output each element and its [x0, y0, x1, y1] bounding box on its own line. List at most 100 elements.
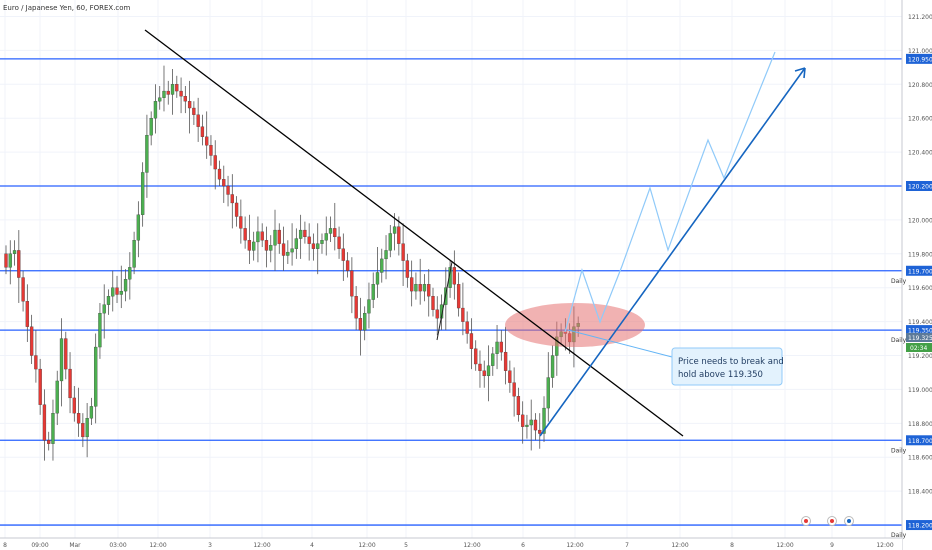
candle-body [17, 250, 21, 278]
time-tick-label: 12:00 [671, 542, 688, 549]
candle-body [158, 97, 162, 102]
candle-body [175, 84, 179, 92]
candle-body [298, 229, 303, 239]
callout-text-line2: hold above 119.350 [678, 370, 763, 380]
candle-body [474, 348, 478, 365]
candle-body [345, 260, 350, 271]
candle-body [8, 253, 12, 268]
candle-body [269, 245, 273, 251]
candle-body [538, 429, 542, 434]
candle-body [222, 179, 226, 187]
candle-body [533, 419, 538, 431]
price-tick-label: 121.000 [908, 48, 932, 55]
candle-body [491, 353, 495, 366]
candle-body [81, 423, 85, 438]
candle-body [119, 290, 123, 295]
candle-body [230, 194, 234, 204]
candle-body [115, 287, 119, 295]
candle-body [213, 155, 217, 170]
candle-body [170, 84, 175, 95]
candle-body [72, 397, 76, 414]
level-price-text: 118.200 [908, 523, 932, 530]
candle-body [68, 368, 72, 399]
candle-body [42, 404, 47, 441]
level-price-tag [906, 435, 932, 446]
candle-body [200, 126, 205, 137]
level-price-text: 119.700 [908, 268, 932, 275]
time-tick-label: 12:00 [776, 542, 793, 549]
price-tick-label: 119.800 [908, 251, 932, 258]
resistance-zone [505, 303, 645, 347]
candle-body [525, 424, 529, 427]
price-tick-label: 119.200 [908, 353, 932, 360]
level-daily-tag: Daily [891, 532, 907, 539]
candle-body [392, 226, 397, 234]
candle-body [196, 114, 200, 127]
candle-body [260, 231, 264, 241]
price-tick-label: 120.400 [908, 150, 932, 157]
price-tick-label: 120.000 [908, 217, 932, 224]
candle-body [94, 346, 98, 407]
time-tick-label: 3 [208, 542, 212, 549]
time-tick-label: 8 [3, 542, 7, 549]
candle-body [405, 260, 410, 278]
time-tick-label: 12:00 [253, 542, 270, 549]
time-tick-label: 9 [830, 542, 834, 549]
candle-body [153, 101, 158, 119]
candle-body [427, 284, 431, 297]
candle-body [512, 382, 516, 397]
time-tick-label: 8 [730, 542, 734, 549]
time-tick-label: 12:00 [566, 542, 583, 549]
candle-body [324, 233, 328, 241]
candle-body [388, 233, 392, 251]
candle-body [290, 248, 294, 253]
trend-segment [436, 261, 453, 341]
candle-body [303, 229, 307, 238]
candle-body [187, 101, 192, 109]
candle-body [273, 229, 277, 246]
candle-body [89, 406, 94, 419]
price-tick-label: 119.000 [908, 387, 932, 394]
candle-body [422, 284, 427, 292]
price-tick-label: 118.800 [908, 421, 932, 428]
candle-body [25, 301, 30, 327]
candle-body [486, 365, 491, 377]
candle-body [414, 284, 418, 292]
time-tick-label: 6 [521, 542, 525, 549]
time-tick-label: 03:00 [109, 542, 126, 549]
candle-body [397, 226, 401, 244]
callout-box [671, 347, 783, 386]
candle-body [166, 90, 170, 95]
candle-body [226, 185, 230, 195]
current-price-tag [906, 333, 932, 342]
candle-body [179, 90, 183, 97]
arrow-head [794, 67, 806, 79]
price-tick-label: 120.600 [908, 116, 932, 123]
candle-body [183, 96, 187, 102]
level-price-tag [906, 325, 932, 336]
price-tick-label: 119.600 [908, 285, 932, 292]
candle-body [363, 312, 367, 331]
downtrend-line [144, 29, 684, 437]
candle-body [234, 202, 239, 217]
time-tick-label: 09:00 [31, 542, 48, 549]
uptrend-line [539, 67, 806, 437]
candle-body [149, 118, 153, 136]
candle-body [162, 90, 166, 98]
candle-body [64, 338, 68, 370]
candle-body [140, 172, 145, 215]
callout-text-line1: Price needs to break and [678, 357, 784, 367]
candle-body [98, 312, 102, 348]
chart-title: Euro / Japanese Yen, 60, FOREX.com [3, 4, 131, 12]
candle-body [542, 407, 546, 434]
price-tick-label: 121.200 [908, 14, 932, 21]
countdown-text: 02:34 [910, 345, 927, 352]
level-price-tag [906, 181, 932, 191]
candle-body [4, 253, 8, 268]
candle-body [461, 307, 465, 322]
level-daily-tag: Daily [891, 337, 907, 344]
candle-body [217, 168, 222, 180]
callout-pointer [567, 329, 673, 358]
